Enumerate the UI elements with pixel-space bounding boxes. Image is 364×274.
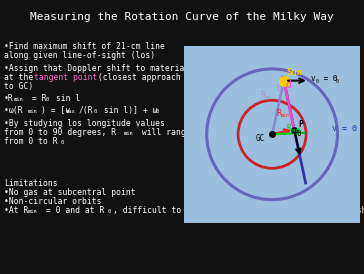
Text: 0: 0 — [46, 97, 49, 102]
Text: Sun: Sun — [286, 68, 302, 78]
Text: •Non-circular orbits: •Non-circular orbits — [4, 197, 102, 206]
Text: min: min — [28, 109, 38, 114]
Text: •Find maximum shift of 21-cm line: •Find maximum shift of 21-cm line — [4, 42, 165, 51]
Text: R: R — [260, 91, 265, 100]
Text: = Θ: = Θ — [319, 74, 338, 83]
Text: = 0 and at R: = 0 and at R — [41, 206, 104, 215]
Text: •At R: •At R — [4, 206, 28, 215]
Text: •No gas at subcentral point: •No gas at subcentral point — [4, 188, 136, 197]
Text: •By studying los longitude values: •By studying los longitude values — [4, 119, 165, 128]
Text: to GC): to GC) — [4, 82, 33, 91]
Text: Limitations: Limitations — [4, 179, 58, 188]
Text: 0: 0 — [61, 140, 64, 145]
Text: Measuring the Rotation Curve of the Milky Way: Measuring the Rotation Curve of the Milk… — [30, 12, 334, 22]
Text: /(R: /(R — [79, 106, 94, 115]
Text: R: R — [276, 109, 281, 118]
Text: = R: = R — [27, 94, 47, 103]
Text: d: d — [285, 81, 291, 90]
Text: will range: will range — [137, 128, 191, 137]
Text: min: min — [291, 128, 300, 133]
Text: GC: GC — [256, 134, 265, 143]
Text: tangent point: tangent point — [34, 73, 98, 82]
Text: (closest approach: (closest approach — [93, 73, 181, 82]
Text: •: • — [4, 106, 9, 115]
Text: from 0 to 90 degrees, R: from 0 to 90 degrees, R — [4, 128, 116, 137]
Text: min: min — [124, 131, 134, 136]
Circle shape — [207, 69, 337, 200]
Text: •Assign that Doppler shift to material: •Assign that Doppler shift to material — [4, 64, 189, 73]
Text: along given line-of-sight (los): along given line-of-sight (los) — [4, 51, 155, 60]
Text: min: min — [281, 113, 289, 118]
Text: 0: 0 — [316, 79, 319, 84]
Text: 0: 0 — [336, 79, 339, 84]
Text: sin l: sin l — [51, 94, 80, 103]
Text: sin l)] + ω: sin l)] + ω — [99, 106, 158, 115]
Text: 0: 0 — [266, 96, 269, 101]
Text: R: R — [286, 124, 291, 133]
Text: min: min — [14, 97, 24, 102]
Text: max: max — [66, 109, 76, 114]
Text: ) = [v: ) = [v — [41, 106, 70, 115]
Text: •R: •R — [4, 94, 14, 103]
Text: min: min — [28, 209, 38, 214]
Text: P: P — [298, 120, 303, 129]
Text: at the: at the — [4, 73, 38, 82]
Text: 0: 0 — [108, 209, 111, 214]
Text: v: v — [310, 74, 315, 83]
Text: 0: 0 — [156, 109, 159, 114]
Text: ω(R: ω(R — [9, 106, 24, 115]
Text: l: l — [275, 84, 280, 93]
Text: from 0 to R: from 0 to R — [4, 137, 58, 146]
Text: 0: 0 — [94, 109, 97, 114]
Text: θ: θ — [297, 129, 301, 138]
Text: , difficult to measure curve due to small Doppler shifts: , difficult to measure curve due to smal… — [113, 206, 364, 215]
Text: v = Θ: v = Θ — [332, 124, 357, 133]
